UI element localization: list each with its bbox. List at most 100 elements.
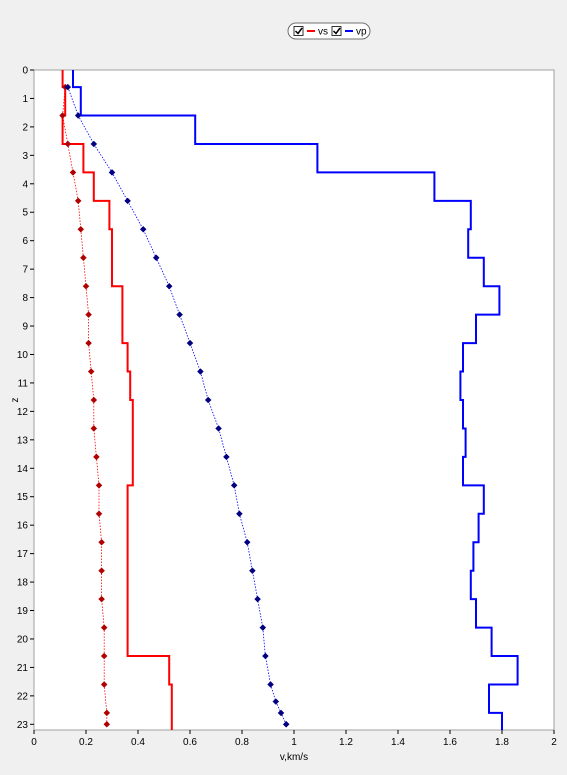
data-point-marker — [259, 624, 267, 631]
data-point-marker — [74, 197, 82, 205]
checkmark-icon — [332, 27, 341, 35]
data-point-marker — [90, 396, 98, 404]
plot-background — [33, 69, 555, 731]
data-point-marker — [69, 169, 77, 176]
data-point-marker — [236, 510, 243, 518]
series-layer — [59, 70, 519, 730]
data-point-marker — [90, 425, 98, 432]
data-point-marker — [100, 624, 108, 631]
series-vp-line — [72, 70, 519, 730]
y-tick-label: 21 — [17, 663, 29, 674]
series-vs-fit — [59, 83, 111, 728]
data-point-marker — [282, 720, 290, 728]
legend-item-vs[interactable]: vs — [293, 26, 328, 38]
checkmark-icon — [294, 27, 303, 35]
data-point-marker — [85, 339, 92, 347]
series-vp-step — [72, 70, 519, 730]
data-point-marker — [139, 225, 147, 233]
series-vs-line — [61, 70, 173, 730]
data-point-marker — [82, 282, 90, 290]
data-point-marker — [186, 339, 194, 347]
data-point-marker — [108, 169, 116, 176]
data-point-marker — [230, 481, 238, 489]
data-point-marker — [267, 681, 274, 688]
data-point-marker — [223, 453, 230, 461]
data-point-marker — [176, 311, 183, 319]
data-point-marker — [262, 652, 269, 660]
x-tick-label: 2 — [551, 737, 557, 748]
data-point-marker — [87, 368, 95, 375]
legend-checkbox[interactable] — [293, 26, 304, 36]
y-tick-label: 2 — [22, 122, 28, 133]
y-tick-label: 15 — [17, 492, 29, 503]
y-tick-label: 23 — [17, 720, 29, 731]
x-tick-label: 1.8 — [495, 737, 509, 748]
data-point-marker — [277, 709, 285, 717]
data-point-marker — [100, 652, 108, 660]
data-point-marker — [90, 140, 98, 148]
x-tick-label: 0 — [31, 737, 37, 748]
y-tick-label: 1 — [22, 94, 28, 105]
data-point-marker — [124, 197, 131, 205]
x-tick-label: 1 — [291, 737, 297, 748]
data-point-marker — [85, 311, 92, 319]
data-point-marker — [59, 112, 66, 119]
y-tick-label: 12 — [17, 407, 29, 418]
legend-checkbox[interactable] — [331, 26, 342, 36]
legend-box — [287, 22, 371, 40]
data-point-marker — [103, 709, 111, 717]
data-point-marker — [98, 595, 105, 603]
x-tick-label: 1.2 — [339, 737, 353, 748]
x-tick-label: 1.4 — [391, 737, 405, 748]
data-point-marker — [100, 681, 108, 688]
data-point-marker — [152, 254, 160, 262]
y-tick-label: 8 — [22, 293, 28, 304]
y-tick-label: 5 — [22, 208, 28, 219]
data-point-marker — [95, 510, 103, 518]
axes: 0 0.2 0.4 0.6 0.8 1 1.2 1.4 1.6 1.8 20123456789101… — [17, 66, 557, 749]
data-point-marker — [64, 140, 72, 148]
y-tick-label: 4 — [22, 179, 28, 190]
series-vp-fit — [64, 83, 290, 728]
series-vs-step — [61, 70, 173, 730]
y-axis-label: z — [10, 398, 21, 403]
data-point-marker — [197, 368, 204, 375]
y-tick-label: 3 — [22, 151, 28, 162]
legend-item-vp[interactable]: vp — [331, 26, 367, 38]
y-tick-label: 9 — [22, 322, 28, 333]
data-point-marker — [77, 225, 85, 233]
data-point-marker — [243, 538, 251, 546]
y-tick-label: 11 — [18, 378, 29, 389]
y-tick-label: 20 — [17, 634, 29, 645]
x-axis-label: v,km/s — [280, 752, 308, 763]
y-tick-label: 6 — [22, 236, 28, 247]
y-tick-label: 17 — [17, 549, 29, 560]
data-point-marker — [74, 112, 82, 119]
y-tick-label: 22 — [17, 691, 29, 702]
y-tick-label: 16 — [17, 521, 29, 532]
data-point-marker — [215, 425, 222, 432]
data-point-marker — [272, 698, 280, 705]
legend-label: vp — [356, 27, 367, 38]
data-point-marker — [95, 481, 103, 489]
legend-label: vs — [318, 27, 328, 38]
x-tick-label: 0.8 — [235, 737, 249, 748]
plot-area — [33, 69, 555, 731]
data-point-marker — [64, 83, 72, 91]
data-point-marker — [249, 567, 256, 575]
data-point-marker — [98, 538, 105, 546]
data-point-marker — [80, 254, 87, 262]
x-tick-label: 0.6 — [183, 737, 197, 748]
y-tick-label: 7 — [22, 265, 28, 276]
y-tick-label: 13 — [17, 435, 29, 446]
data-point-marker — [98, 567, 105, 575]
y-tick-label: 18 — [17, 578, 29, 589]
data-point-marker — [165, 282, 173, 290]
data-point-marker — [204, 396, 212, 404]
legend[interactable]: vs vp — [287, 22, 371, 40]
data-point-marker — [103, 720, 111, 728]
x-tick-label: 0.4 — [131, 737, 145, 748]
y-tick-label: 14 — [17, 464, 29, 475]
